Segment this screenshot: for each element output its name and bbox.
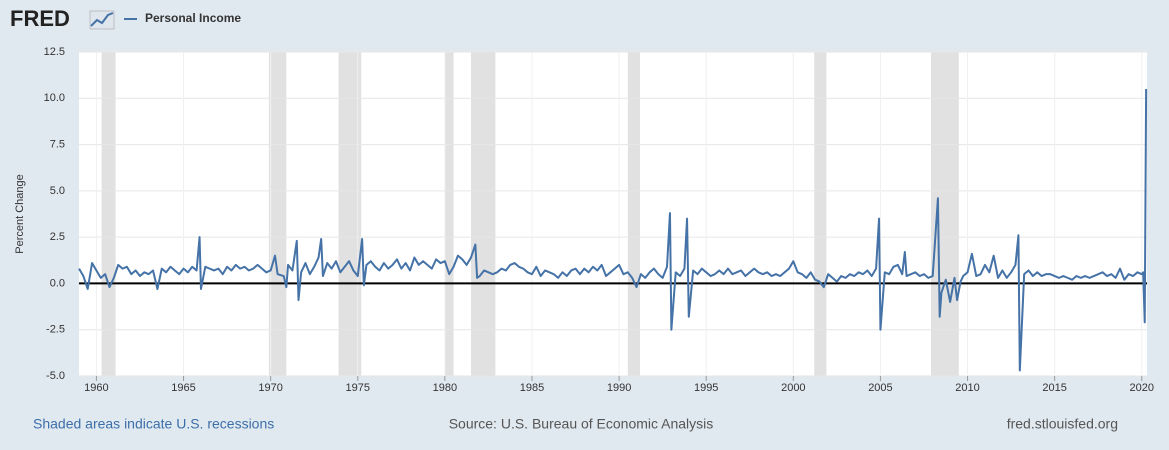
- x-tick-label: 2015: [1042, 382, 1066, 394]
- site-url[interactable]: fred.stlouisfed.org: [1007, 416, 1118, 432]
- recession-band: [930, 52, 959, 376]
- recession-band: [268, 52, 287, 376]
- logo: FRED: [10, 6, 70, 31]
- x-tick-label: 1975: [346, 382, 370, 394]
- x-tick-label: 2005: [868, 382, 892, 394]
- recession-band: [444, 52, 454, 376]
- y-tick-label: 5.0: [50, 185, 65, 197]
- x-tick-label: 2000: [781, 382, 805, 394]
- recession-band: [338, 52, 362, 376]
- y-tick-label: 12.5: [44, 46, 65, 58]
- x-tick-label: 1965: [171, 382, 195, 394]
- source: Source: U.S. Bureau of Economic Analysis: [449, 416, 714, 432]
- y-tick-label: -2.5: [46, 324, 65, 336]
- x-tick-label: 1995: [694, 382, 718, 394]
- plot-area: [79, 52, 1147, 376]
- recession-band: [627, 52, 641, 376]
- recession-band: [101, 52, 116, 376]
- x-tick-label: 1990: [607, 382, 631, 394]
- data-line: [78, 89, 1148, 372]
- y-tick-label: 7.5: [50, 138, 65, 150]
- y-tick-label: -5.0: [46, 370, 65, 382]
- recession-note[interactable]: Shaded areas indicate U.S. recessions: [33, 416, 274, 432]
- recession-band: [471, 52, 496, 376]
- y-tick-label: 10.0: [44, 92, 65, 104]
- x-tick-label: 1960: [84, 382, 108, 394]
- y-axis-label: Percent Change: [14, 174, 26, 254]
- recession-band: [814, 52, 827, 376]
- x-tick-label: 1985: [520, 382, 544, 394]
- x-tick-label: 1980: [433, 382, 457, 394]
- x-tick-label: 1970: [258, 382, 282, 394]
- y-tick-label: 0.0: [50, 277, 65, 289]
- x-tick-label: 2010: [955, 382, 979, 394]
- legend-label: Personal Income: [145, 11, 241, 25]
- x-tick-label: 2020: [1130, 382, 1154, 394]
- logo-icon: [89, 10, 115, 30]
- y-tick-label: 2.5: [50, 231, 65, 243]
